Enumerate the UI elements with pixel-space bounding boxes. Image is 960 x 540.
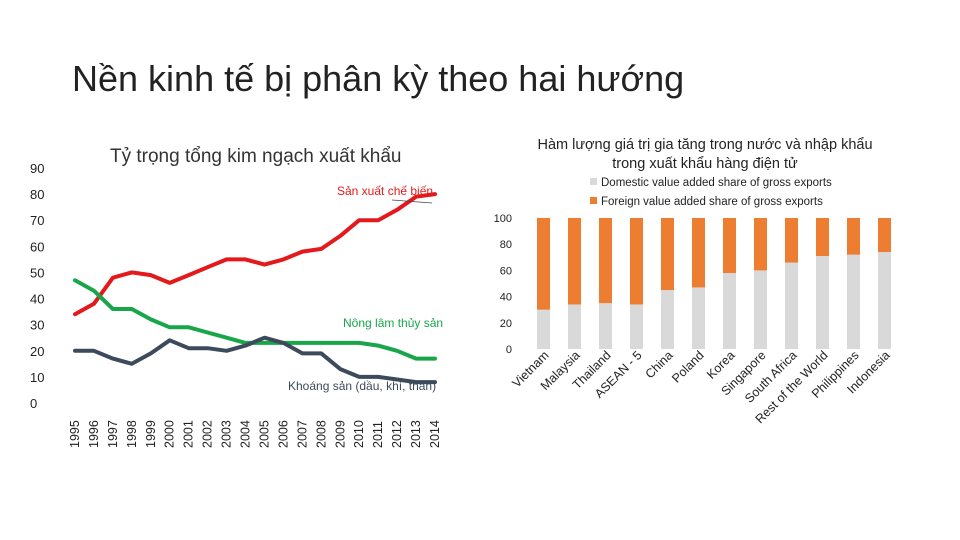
x-tick-label: 1997 [106, 420, 120, 448]
x-tick-label: 2012 [390, 420, 404, 448]
bar-segment [878, 252, 891, 349]
slide-title: Nền kinh tế bị phân kỳ theo hai hướng [72, 58, 685, 99]
bar-segment [816, 255, 829, 349]
x-tick-label: 2013 [409, 420, 423, 448]
bar-segment [661, 218, 674, 291]
bar-segment [692, 218, 705, 288]
y-tick-label: 20 [30, 344, 44, 359]
legend-label: Foreign value added share of gross expor… [601, 196, 823, 208]
left-chart-title: Tỷ trọng tổng kim ngạch xuất khẩu [110, 146, 402, 167]
y-tick-label: 80 [30, 187, 44, 202]
x-tick-label: 1999 [144, 420, 158, 448]
y-tick-label: 0 [506, 344, 512, 356]
legend-label: Domestic value added share of gross expo… [601, 177, 832, 189]
series-label: Nông lâm thủy sản [343, 316, 443, 330]
x-tick-label: 2001 [182, 420, 196, 448]
y-tick-label: 20 [500, 318, 512, 330]
y-tick-label: 30 [30, 318, 44, 333]
y-tick-label: 40 [30, 292, 44, 307]
series-line [73, 335, 437, 385]
bar-segment [568, 218, 581, 305]
y-tick-label: 60 [30, 239, 44, 254]
bar-segment [599, 218, 612, 304]
y-tick-label: 90 [30, 161, 44, 176]
bar-segment [785, 262, 798, 349]
bar-segment [754, 270, 767, 349]
x-tick-label: 1998 [125, 420, 139, 448]
bar-segment [692, 287, 705, 349]
y-tick-label: 100 [494, 213, 512, 225]
annotation-leader-line [391, 199, 433, 204]
x-tick-label: 2014 [428, 420, 442, 448]
x-category-label: Poland [669, 348, 706, 385]
bar-segment [537, 309, 550, 349]
bar-segment [847, 218, 860, 255]
x-tick-label: 1996 [87, 420, 101, 448]
series-label: Sản xuất chế biến [337, 184, 433, 198]
bar-segment [878, 218, 891, 253]
bar-segment [599, 303, 612, 349]
y-tick-label: 0 [30, 396, 37, 411]
x-tick-label: 2006 [276, 420, 290, 448]
bar-segment [661, 290, 674, 349]
right-chart-title: Hàm lượng giá trị gia tăng trong nước và… [537, 137, 873, 172]
x-tick-label: 2011 [371, 421, 385, 448]
x-tick-label: 2002 [201, 420, 215, 448]
x-tick-label: 2008 [314, 420, 328, 448]
y-tick-label: 70 [30, 213, 44, 228]
y-tick-label: 10 [30, 370, 44, 385]
y-tick-label: 80 [500, 239, 512, 251]
bar-segment [754, 218, 767, 271]
bar-segment [537, 218, 550, 310]
series-label: Khoáng sản (dầu, khí, than) [288, 379, 436, 393]
x-tick-label: 2007 [295, 420, 309, 448]
x-tick-label: 2000 [163, 420, 177, 448]
x-tick-label: 2004 [239, 420, 253, 448]
y-tick-label: 60 [500, 265, 512, 277]
bar-segment [785, 218, 798, 263]
bar-segment [816, 218, 829, 256]
bar-segment [630, 304, 643, 349]
x-tick-label: 2003 [220, 420, 234, 448]
x-tick-label: 2010 [352, 420, 366, 448]
x-tick-label: 1995 [68, 420, 82, 448]
bar-segment [568, 304, 581, 349]
legend-swatch [590, 197, 597, 204]
bar-segment [723, 218, 736, 274]
legend-swatch [590, 178, 597, 185]
bar-segment [847, 254, 860, 349]
series-line [73, 192, 437, 317]
bar-segment [630, 218, 643, 305]
y-tick-label: 40 [500, 292, 512, 304]
y-tick-label: 50 [30, 265, 44, 280]
bar-segment [723, 273, 736, 349]
x-tick-label: 2005 [257, 420, 271, 448]
x-tick-label: 2009 [333, 420, 347, 448]
